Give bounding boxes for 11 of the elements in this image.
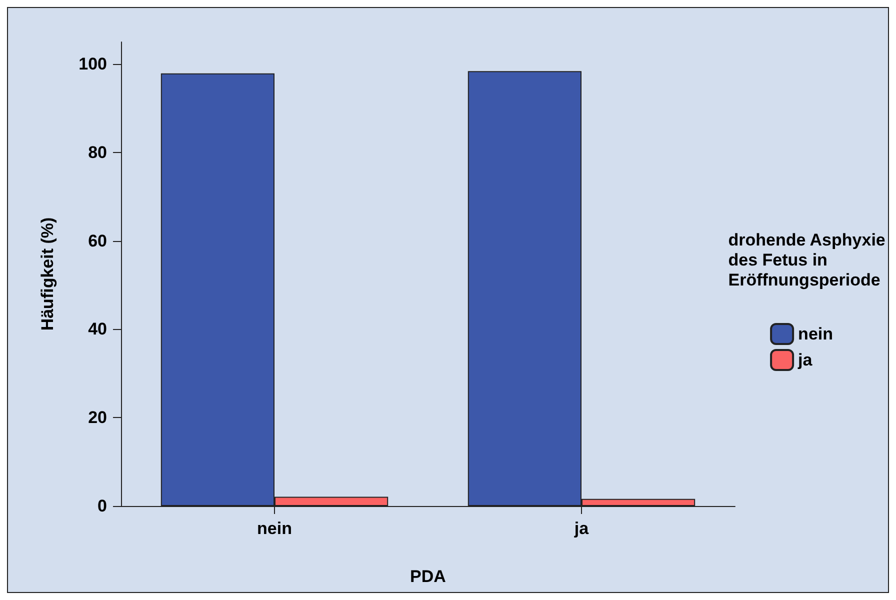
legend-title: drohende Asphyxie des Fetus in Eröffnungsperiode [728, 230, 886, 290]
y-tick-label: 100 [78, 54, 107, 74]
y-tick-label: 80 [88, 142, 107, 162]
y-tick-label: 0 [98, 496, 107, 516]
y-tick-label: 60 [88, 231, 107, 250]
y-axis-title: Häufigkeit (%) [38, 217, 57, 331]
y-tick-label: 40 [88, 320, 107, 339]
legend-label: nein [798, 324, 834, 344]
x-axis-title: PDA [410, 567, 446, 586]
y-tick-label: 20 [88, 408, 107, 428]
legend-label: ja [797, 350, 813, 370]
